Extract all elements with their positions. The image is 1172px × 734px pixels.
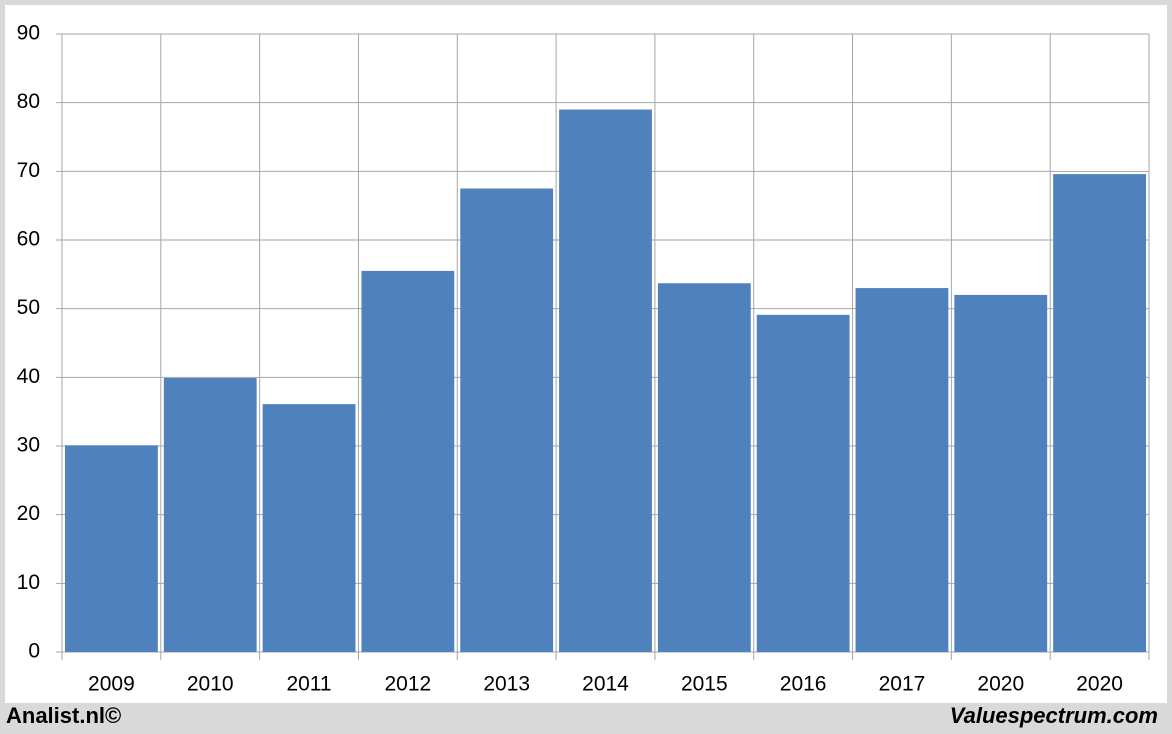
y-tick-label: 30 [17,434,40,457]
x-tick-label: 2010 [187,673,234,696]
y-tick-label: 90 [17,22,40,45]
y-tick-label: 80 [17,90,40,113]
y-tick-label: 20 [17,502,40,525]
bar [163,378,257,652]
x-tick-label: 2020 [977,673,1024,696]
source-right: Valuespectrum.com [950,703,1158,728]
bar [559,109,652,653]
x-tick-label: 2011 [286,673,331,696]
bar [756,314,850,652]
x-tick-label: 2020 [1076,673,1123,696]
y-tick-label: 50 [17,296,40,319]
y-tick-label: 0 [28,640,40,663]
x-tick-label: 2017 [879,673,926,696]
x-tick-label: 2015 [681,673,728,696]
y-tick-label: 70 [17,159,40,182]
y-tick-label: 40 [17,365,40,388]
bar [65,445,158,652]
x-tick-label: 2016 [780,673,827,696]
x-tick-label: 2013 [483,673,530,696]
bar [460,188,554,652]
bar [954,294,1048,652]
x-tick-label: 2009 [88,673,135,696]
x-tick-label: 2014 [582,673,629,696]
source-left: Analist.nl© [6,703,121,728]
bar [657,283,751,652]
y-tick-label: 10 [17,571,40,594]
bar [361,270,455,652]
bar [262,404,356,652]
x-tick-label: 2012 [385,673,432,696]
y-tick-label: 60 [17,228,40,251]
bar [1053,174,1146,652]
bar [855,288,949,652]
